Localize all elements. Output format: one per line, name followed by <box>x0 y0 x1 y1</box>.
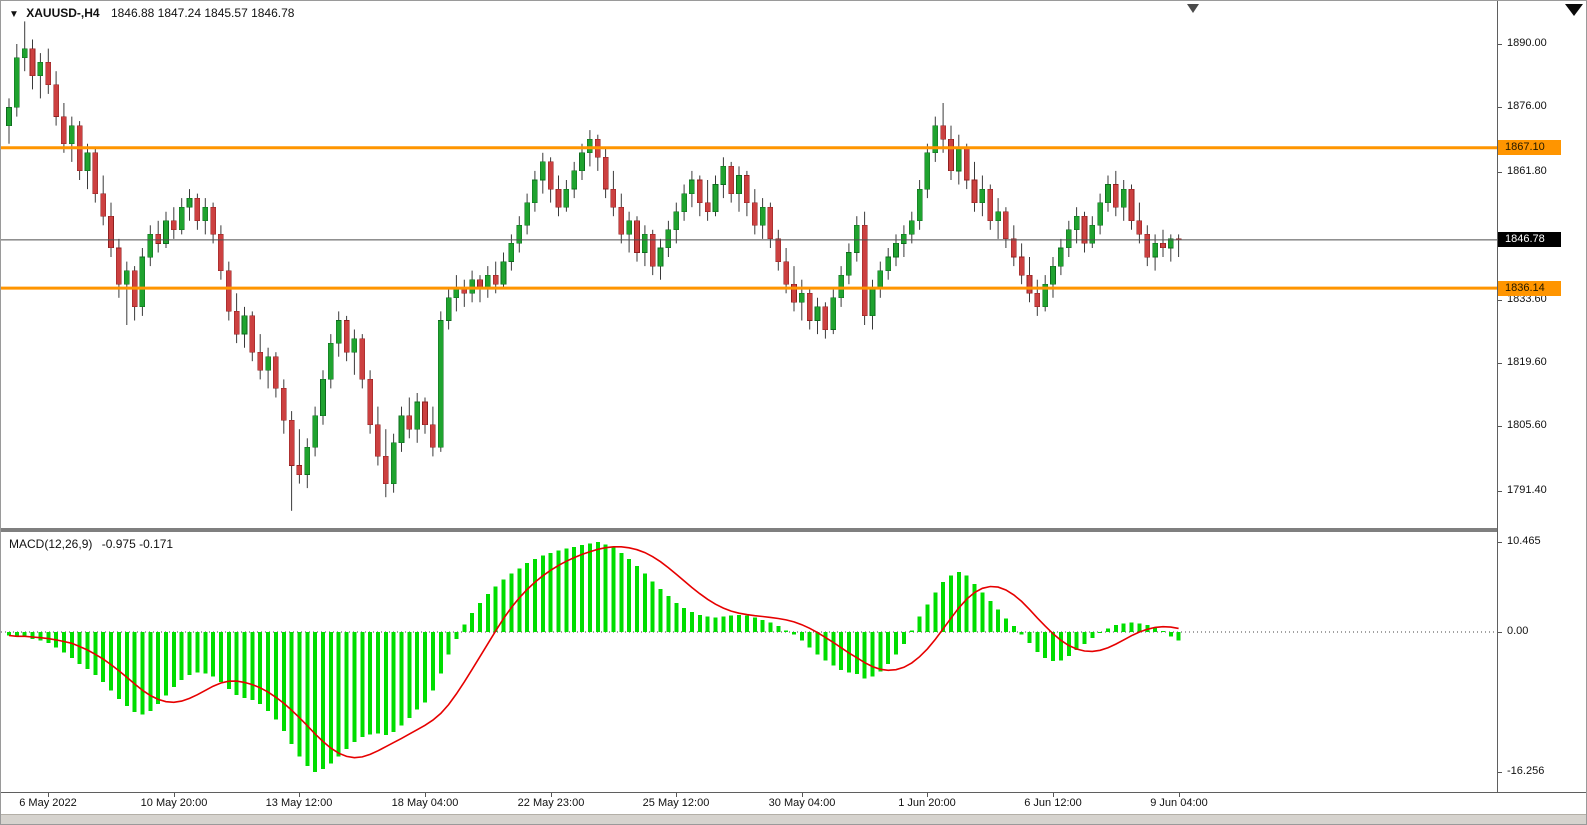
axis-tickmark <box>1498 44 1502 45</box>
axis-tickmark <box>1498 172 1502 173</box>
time-tickmark <box>299 793 300 797</box>
time-tickmark <box>551 793 552 797</box>
price-tick-label: 1819.60 <box>1507 356 1547 368</box>
time-tick-label: 30 May 04:00 <box>768 797 836 809</box>
price-tick-label: 1890.00 <box>1507 37 1547 49</box>
macd-header: MACD(12,26,9) -0.975 -0.171 <box>9 537 173 551</box>
time-tick-label: 10 May 20:00 <box>140 797 208 809</box>
price-tick-label: -16.256 <box>1507 765 1545 777</box>
current-price-badge: 1846.78 <box>1498 232 1561 247</box>
window-bottom-edge <box>1 814 1586 824</box>
macd-chart[interactable] <box>1 532 1497 792</box>
time-axis[interactable]: 6 May 2022 10 May 20:00 13 May 12:00 18 May… <box>1 792 1586 815</box>
macd-name-label: MACD(12,26,9) <box>9 537 93 551</box>
time-tickmark <box>48 793 49 797</box>
axis-tickmark <box>1498 491 1502 492</box>
time-tickmark <box>425 793 426 797</box>
price-tick-label: 1861.80 <box>1507 165 1547 177</box>
time-tickmark <box>676 793 677 797</box>
candles-layer <box>6 21 1182 511</box>
axis-tickmark <box>1498 107 1502 108</box>
hline-price-badge: 1836.14 <box>1498 281 1561 296</box>
symbol-marker-icon: ▼ <box>9 9 19 20</box>
price-tick-label: 10.465 <box>1507 535 1541 547</box>
candlestick-chart[interactable] <box>1 1 1497 528</box>
price-tick-label: 1805.60 <box>1507 419 1547 431</box>
axis-tickmark <box>1498 300 1502 301</box>
axis-tickmark <box>1498 632 1502 633</box>
ohlc-values: 1846.88 1847.24 1845.57 1846.78 <box>110 6 295 20</box>
axis-corner-icon[interactable] <box>1565 4 1583 16</box>
chart-shift-icon[interactable] <box>1187 4 1199 13</box>
price-axis[interactable]: 1890.00 1876.00 1861.80 1833.60 1819.60 1805.… <box>1497 1 1586 792</box>
time-tick-label: 22 May 23:00 <box>517 797 585 809</box>
time-tick-label: 9 Jun 04:00 <box>1150 797 1208 809</box>
time-tickmark <box>174 793 175 797</box>
time-tick-label: 18 May 04:00 <box>391 797 459 809</box>
time-tickmark <box>802 793 803 797</box>
chart-header: ▼ XAUUSD-,H4 1846.88 1847.24 1845.57 184… <box>9 6 294 20</box>
time-tick-label: 6 Jun 12:00 <box>1024 797 1082 809</box>
time-tick-label: 6 May 2022 <box>19 797 77 809</box>
macd-values: -0.975 -0.171 <box>101 537 174 551</box>
axis-tickmark <box>1498 542 1502 543</box>
time-tick-label: 1 Jun 20:00 <box>898 797 956 809</box>
price-tick-label: 0.00 <box>1507 625 1529 637</box>
time-tickmark <box>1179 793 1180 797</box>
price-tick-label: 1876.00 <box>1507 100 1547 112</box>
panel-divider[interactable] <box>1 528 1586 532</box>
symbol-timeframe-label: XAUUSD-,H4 <box>26 6 100 20</box>
hline-price-badge: 1867.10 <box>1498 140 1561 155</box>
axis-tickmark <box>1498 363 1502 364</box>
time-tickmark <box>927 793 928 797</box>
time-tick-label: 13 May 12:00 <box>265 797 333 809</box>
price-tick-label: 1791.40 <box>1507 484 1547 496</box>
macd-signal-line <box>8 546 1179 759</box>
price-tick-label: 1833.60 <box>1507 293 1547 305</box>
time-tick-label: 25 May 12:00 <box>642 797 710 809</box>
macd-histogram <box>7 542 1181 772</box>
time-tickmark <box>1053 793 1054 797</box>
axis-tickmark <box>1498 772 1502 773</box>
axis-tickmark <box>1498 426 1502 427</box>
